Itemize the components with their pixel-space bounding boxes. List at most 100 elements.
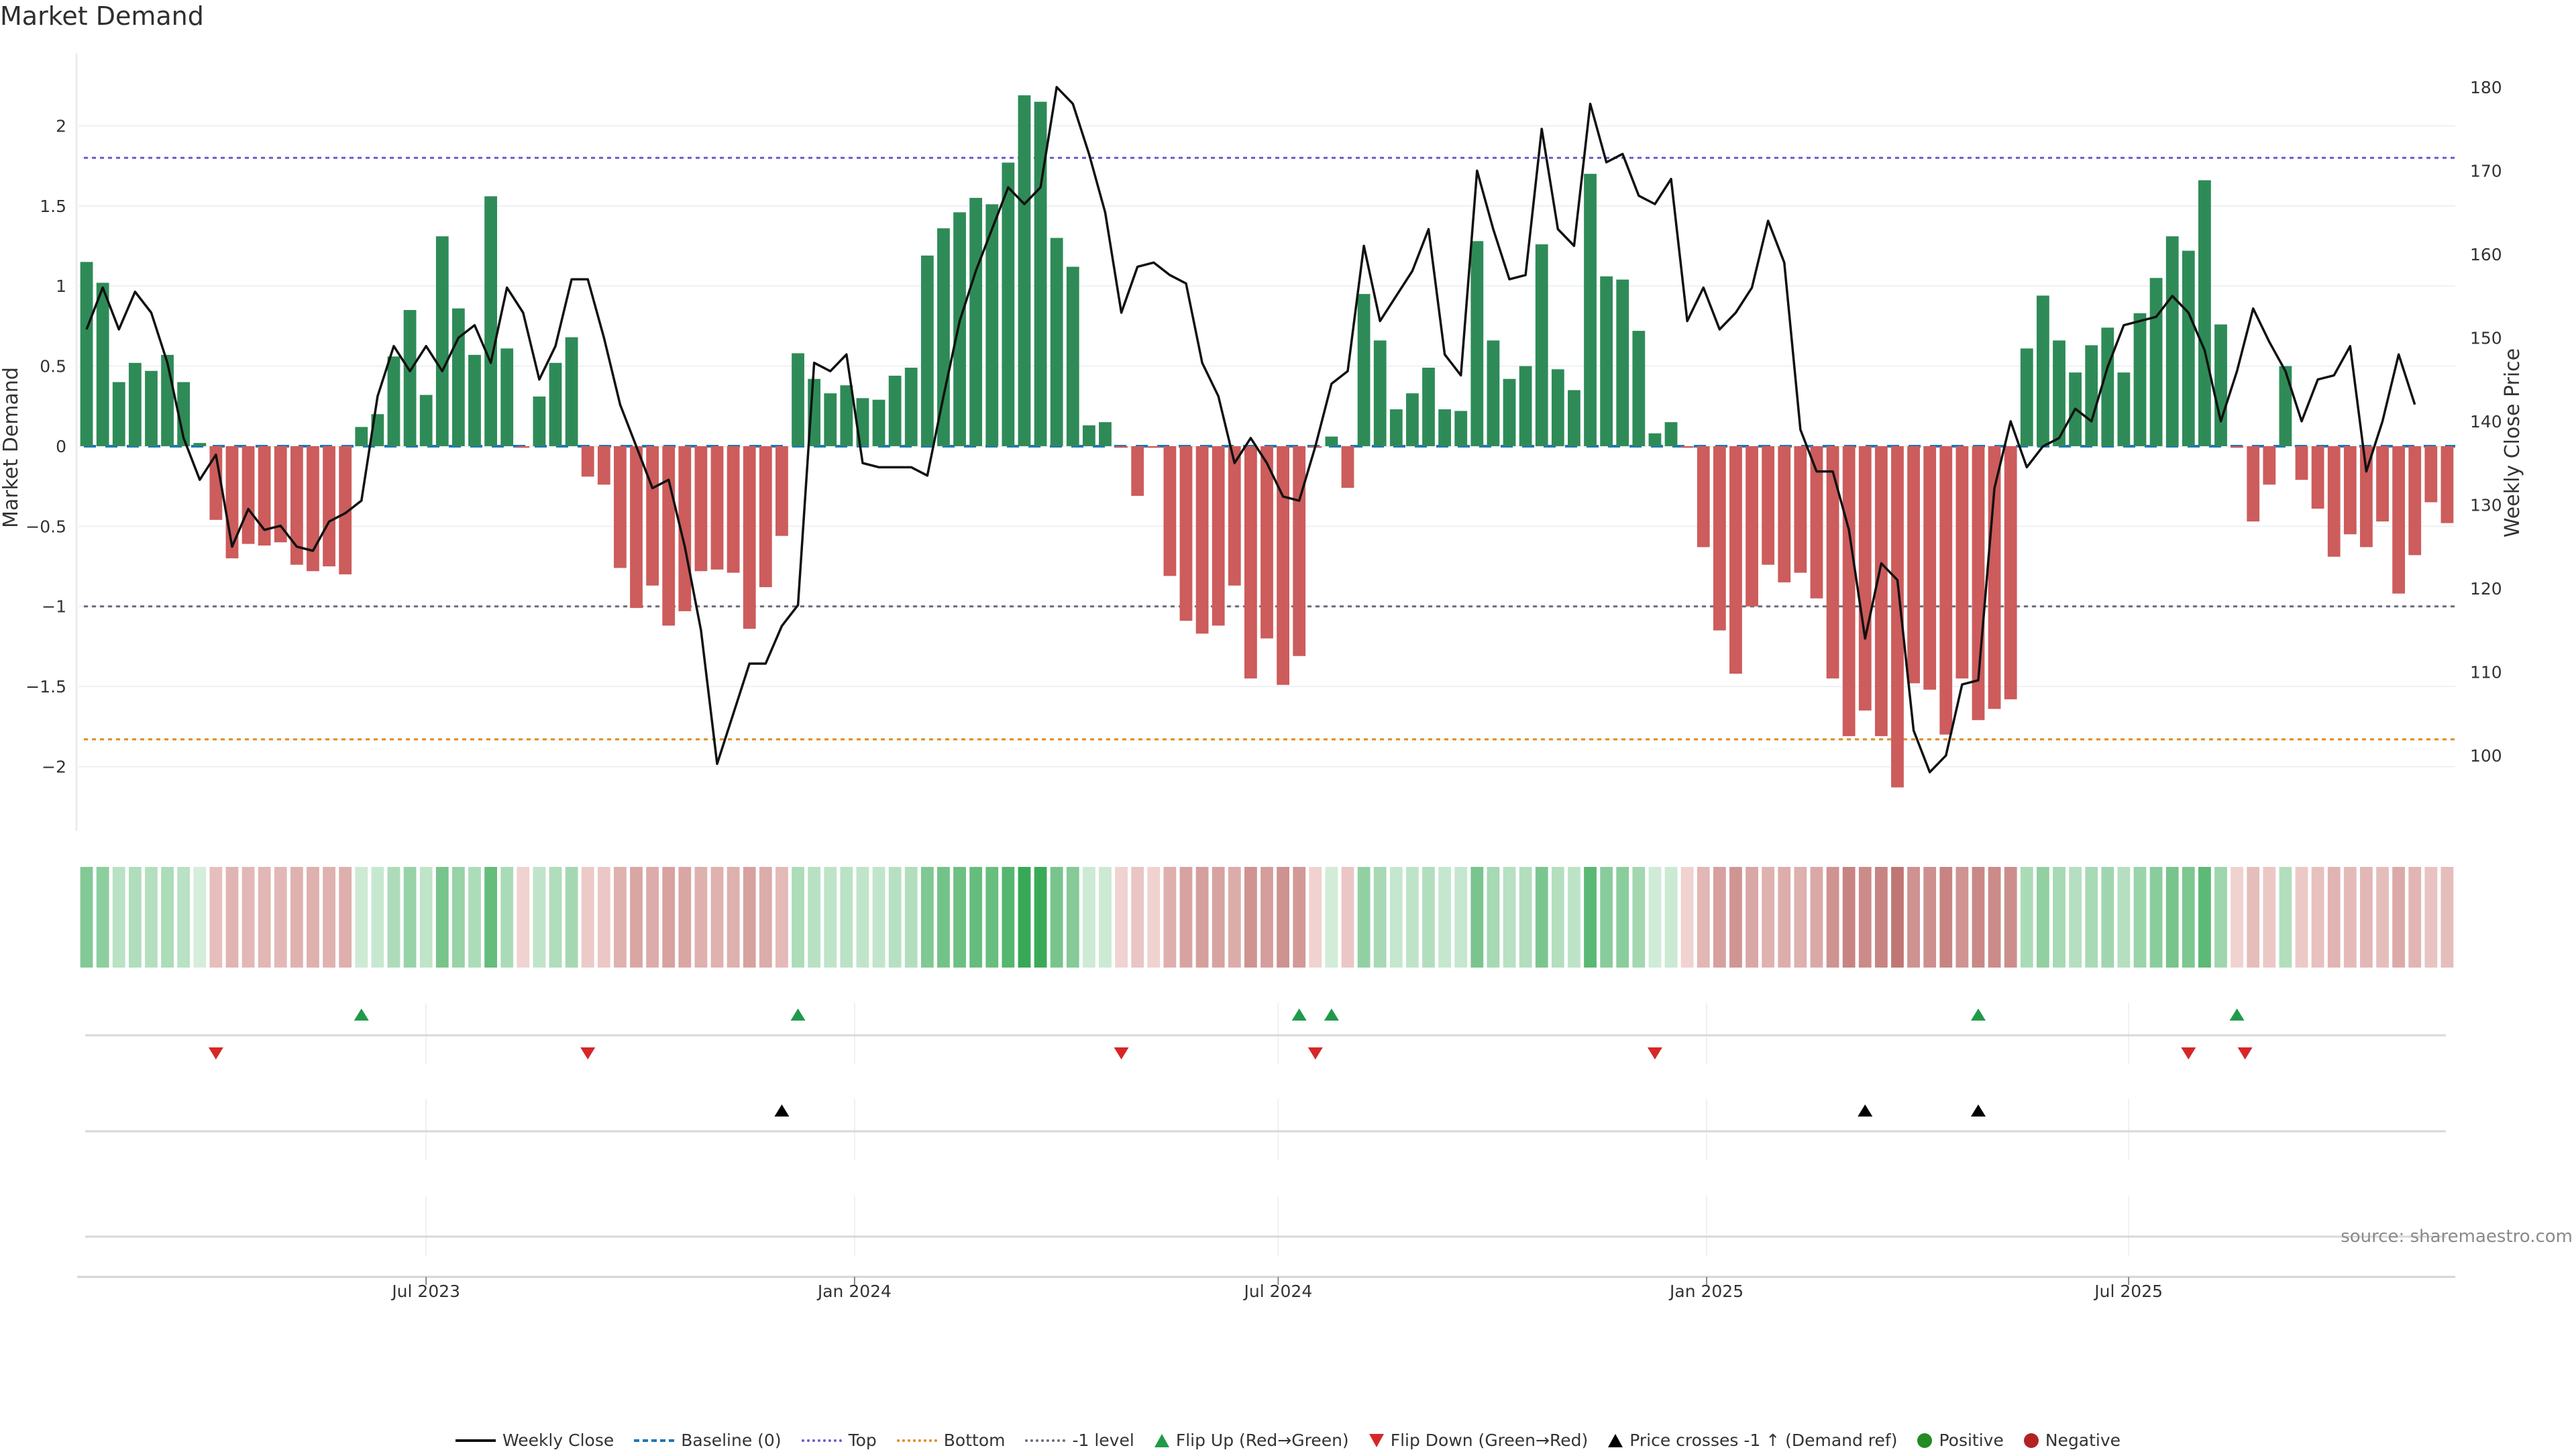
strip-cell — [2440, 867, 2454, 968]
strip-cell — [1584, 867, 1597, 968]
strip-cell — [2069, 867, 2082, 968]
strip-cell — [2182, 867, 2195, 968]
strip-cell — [646, 867, 659, 968]
strip-cell — [1357, 867, 1371, 968]
bar-negative — [517, 446, 530, 448]
bar-negative — [775, 446, 788, 536]
strip-cell — [2311, 867, 2324, 968]
y2-tick-label: 160 — [2470, 245, 2502, 264]
strip-cell — [2279, 867, 2292, 968]
strip-cell — [2376, 867, 2389, 968]
bar-positive — [2053, 340, 2065, 446]
bar-positive — [953, 212, 966, 446]
price-cross-marker — [1858, 1104, 1873, 1117]
strip-cell — [193, 867, 207, 968]
bar-negative — [662, 446, 676, 626]
bar-negative — [646, 446, 659, 586]
strip-cell — [2149, 867, 2163, 968]
flip-down-marker — [1647, 1047, 1662, 1059]
strip-cell — [1972, 867, 1985, 968]
strip-cell — [888, 867, 902, 968]
strip-cell — [1163, 867, 1177, 968]
bar-positive — [161, 354, 174, 446]
bar-positive — [2085, 345, 2098, 446]
bar-positive — [500, 348, 514, 446]
strip-cell — [775, 867, 788, 968]
strip-cell — [549, 867, 562, 968]
strip-cell — [2295, 867, 2308, 968]
strip-cell — [808, 867, 821, 968]
strip-cell — [209, 867, 223, 968]
y-tick-label: 0 — [56, 437, 66, 456]
bar-positive — [2182, 250, 2195, 446]
bar-negative — [2392, 446, 2406, 594]
strip-cell — [2327, 867, 2341, 968]
bar-positive — [1632, 331, 1646, 446]
strip-cell — [2231, 867, 2244, 968]
bar-positive — [177, 382, 191, 446]
y2-axis-label: Weekly Close Price — [2501, 348, 2524, 537]
price-cross-marker — [774, 1104, 790, 1117]
strip-cell — [225, 867, 239, 968]
strip-cell — [1664, 867, 1678, 968]
bar-positive — [1470, 241, 1484, 446]
weekly-close-line — [85, 86, 2416, 774]
bar-negative — [1939, 446, 1953, 735]
bar-positive — [920, 255, 934, 446]
bar-positive — [403, 310, 417, 446]
strip-cell — [1099, 867, 1112, 968]
legend-item: Baseline (0) — [634, 1431, 782, 1450]
legend-item: Flip Down (Green→Red) — [1368, 1431, 1588, 1450]
strip-cell — [1503, 867, 1516, 968]
bar-positive — [1357, 294, 1371, 446]
bar-negative — [241, 446, 255, 544]
strip-cell — [2165, 867, 2179, 968]
strip-cell — [1632, 867, 1646, 968]
bar-negative — [274, 446, 287, 543]
strip-cell — [2053, 867, 2065, 968]
bar-positive — [1616, 279, 1629, 446]
bar-negative — [1341, 446, 1354, 488]
bar-positive — [1535, 244, 1548, 446]
strip-cell — [128, 867, 142, 968]
strip-cell — [1454, 867, 1468, 968]
bar-negative — [2343, 446, 2357, 535]
strip-cell — [2392, 867, 2406, 968]
y-tick-label: −2 — [42, 757, 66, 776]
strip-cell — [533, 867, 546, 968]
bar-negative — [2295, 446, 2308, 480]
circle-icon — [1917, 1433, 1933, 1448]
bar-positive — [1519, 366, 1532, 446]
flip-up-marker — [790, 1008, 806, 1021]
bar-negative — [2247, 446, 2260, 522]
bar-positive — [419, 395, 433, 446]
legend-item: Weekly Close — [455, 1431, 614, 1450]
strip-cell — [1535, 867, 1548, 968]
legend-label: Baseline (0) — [681, 1431, 782, 1450]
strip-cell — [258, 867, 271, 968]
flip-up-marker — [1324, 1008, 1339, 1021]
bar-positive — [2036, 295, 2049, 446]
bar-negative — [1293, 446, 1306, 656]
bar-negative — [1794, 446, 1807, 573]
strip-cell — [581, 867, 594, 968]
strip-cell — [710, 867, 724, 968]
grid-lines — [75, 54, 2455, 1256]
bar-negative — [581, 446, 594, 477]
bar-positive — [2149, 278, 2163, 446]
bar-negative — [1746, 446, 1758, 607]
strip-cell — [1487, 867, 1500, 968]
bar-negative — [1826, 446, 1839, 679]
bar-negative — [1907, 446, 1920, 684]
bar-positive — [1648, 433, 1662, 446]
flip-down-marker — [580, 1047, 596, 1059]
strip-cell — [1713, 867, 1726, 968]
bar-positive — [387, 356, 400, 446]
strip-cell — [1438, 867, 1452, 968]
bar-negative — [1212, 446, 1225, 626]
strip-cell — [307, 867, 319, 968]
strip-cell — [1858, 867, 1872, 968]
bar-positive — [2117, 372, 2131, 446]
bar-negative — [1179, 446, 1193, 621]
bar-positive — [451, 308, 465, 446]
